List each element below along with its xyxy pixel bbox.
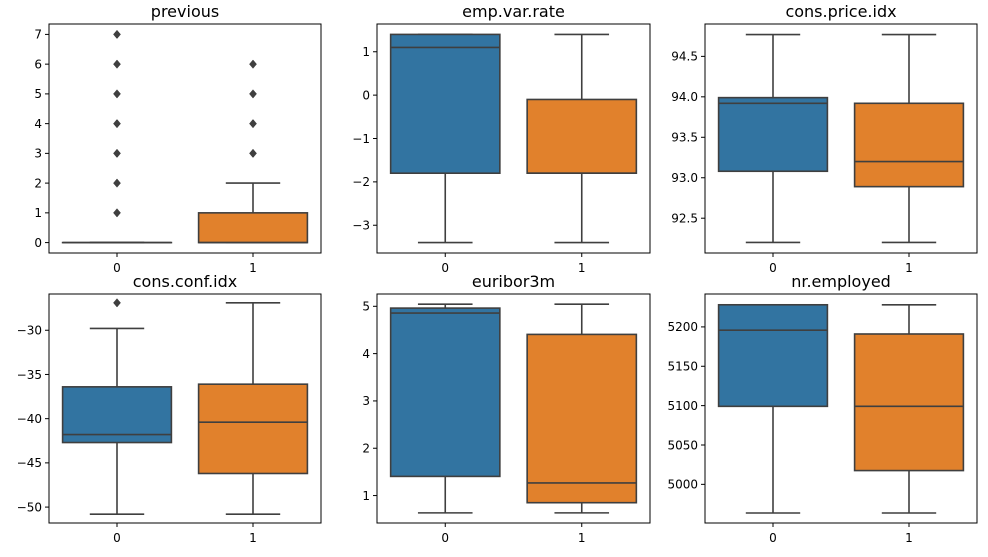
y-tick-label: −2: [352, 175, 370, 189]
outlier-point: [113, 59, 121, 69]
box-group-1: [197, 302, 309, 515]
y-tick-label: 3: [34, 147, 42, 161]
y-tick-label: 6: [34, 57, 42, 71]
box-group-1: [526, 303, 638, 514]
box-group-1: [853, 33, 965, 244]
y-tick-label: 5050: [667, 438, 698, 452]
panel-title: previous: [151, 2, 219, 21]
x-tick-label: 1: [578, 531, 586, 545]
y-tick-label: 0: [34, 236, 42, 250]
y-tick-label: 3: [362, 394, 370, 408]
box: [197, 212, 309, 244]
y-tick-label: 0: [362, 88, 370, 102]
x-tick-label: 1: [249, 261, 257, 275]
y-tick-label: 94.0: [671, 90, 698, 104]
box-group-0: [61, 298, 173, 515]
panel-5: nr.employed 5000 5050 5100 5150 5200 0 1: [667, 272, 978, 545]
panel-3: cons.conf.idx −50 −45 −40 −35 −30 0 1: [17, 272, 322, 545]
x-tick-label: 1: [578, 261, 586, 275]
box: [389, 307, 501, 478]
box: [526, 98, 638, 174]
box-group-0: [61, 29, 173, 244]
box-group-0: [389, 33, 501, 244]
y-tick-label: −3: [352, 219, 370, 233]
outlier-point: [249, 59, 257, 69]
outlier-point: [113, 89, 121, 99]
x-tick-label: 0: [441, 261, 449, 275]
axes-frame: [376, 23, 651, 254]
box: [389, 33, 501, 174]
box-group-1: [853, 303, 965, 514]
axes-frame: [48, 293, 322, 524]
x-tick-label: 1: [905, 531, 913, 545]
x-tick-label: 0: [113, 261, 121, 275]
outlier-point: [249, 148, 257, 158]
y-tick-label: 5150: [667, 360, 698, 374]
y-tick-label: 5: [34, 87, 42, 101]
axes-frame: [704, 293, 978, 524]
y-tick-label: 2: [362, 442, 370, 456]
outlier-point: [249, 119, 257, 129]
y-tick-label: −35: [17, 368, 42, 382]
y-tick-label: −45: [17, 456, 42, 470]
y-tick-label: −50: [17, 500, 42, 514]
y-tick-label: 4: [34, 117, 42, 131]
panel-title: nr.employed: [791, 272, 891, 291]
axes-frame: [48, 23, 322, 254]
panel-0: previous 0 1 2 3 4 5 6 7 0 1: [34, 2, 322, 275]
y-tick-label: 2: [34, 176, 42, 190]
box: [526, 333, 638, 504]
x-tick-label: 1: [905, 261, 913, 275]
y-tick-label: 7: [34, 28, 42, 42]
box-group-0: [717, 33, 829, 244]
outlier-point: [113, 119, 121, 129]
box-group-0: [717, 303, 829, 514]
box-group-1: [197, 59, 309, 244]
outlier-point: [113, 208, 121, 218]
x-tick-label: 0: [769, 531, 777, 545]
x-tick-label: 1: [249, 531, 257, 545]
y-tick-label: 5200: [667, 320, 698, 334]
outlier-point: [113, 178, 121, 188]
box-group-0: [389, 303, 501, 514]
y-tick-label: 93.5: [671, 131, 698, 145]
y-tick-label: 92.5: [671, 212, 698, 226]
x-tick-label: 0: [769, 261, 777, 275]
box: [717, 303, 829, 408]
outlier-point: [113, 29, 121, 39]
y-tick-label: −30: [17, 324, 42, 338]
y-tick-label: 1: [362, 45, 370, 59]
x-tick-label: 0: [441, 531, 449, 545]
y-tick-label: −40: [17, 412, 42, 426]
x-tick-label: 0: [113, 531, 121, 545]
y-tick-label: 1: [362, 489, 370, 503]
outlier-point: [113, 148, 121, 158]
panel-title: cons.conf.idx: [133, 272, 238, 291]
panel-2: cons.price.idx 92.5 93.0 93.5 94.0 94.5 0 1: [671, 2, 978, 275]
panel-title: euribor3m: [472, 272, 555, 291]
y-tick-label: 5000: [667, 478, 698, 492]
box: [717, 96, 829, 173]
box: [853, 333, 965, 472]
panel-1: emp.var.rate −3 −2 −1 0 1 0 1: [352, 2, 651, 275]
axes-frame: [704, 23, 978, 254]
outlier-point: [249, 89, 257, 99]
y-tick-label: −1: [352, 132, 370, 146]
panel-title: cons.price.idx: [785, 2, 896, 21]
y-tick-label: 1: [34, 206, 42, 220]
panel-title: emp.var.rate: [462, 2, 565, 21]
box: [853, 102, 965, 188]
y-tick-label: 4: [362, 347, 370, 361]
y-tick-label: 93.0: [671, 171, 698, 185]
axes-frame: [376, 293, 651, 524]
y-tick-label: 5100: [667, 399, 698, 413]
box-group-1: [526, 33, 638, 244]
box: [197, 383, 309, 475]
outlier-point: [113, 298, 121, 308]
box: [61, 386, 173, 444]
y-tick-label: 94.5: [671, 50, 698, 64]
y-tick-label: 5: [362, 300, 370, 314]
panel-4: euribor3m 1 2 3 4 5 0 1: [362, 272, 651, 545]
